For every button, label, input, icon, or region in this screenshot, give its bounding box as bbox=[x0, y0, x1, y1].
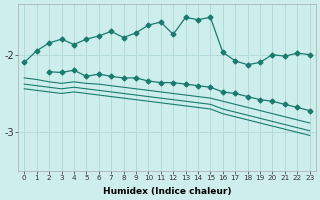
X-axis label: Humidex (Indice chaleur): Humidex (Indice chaleur) bbox=[103, 187, 231, 196]
